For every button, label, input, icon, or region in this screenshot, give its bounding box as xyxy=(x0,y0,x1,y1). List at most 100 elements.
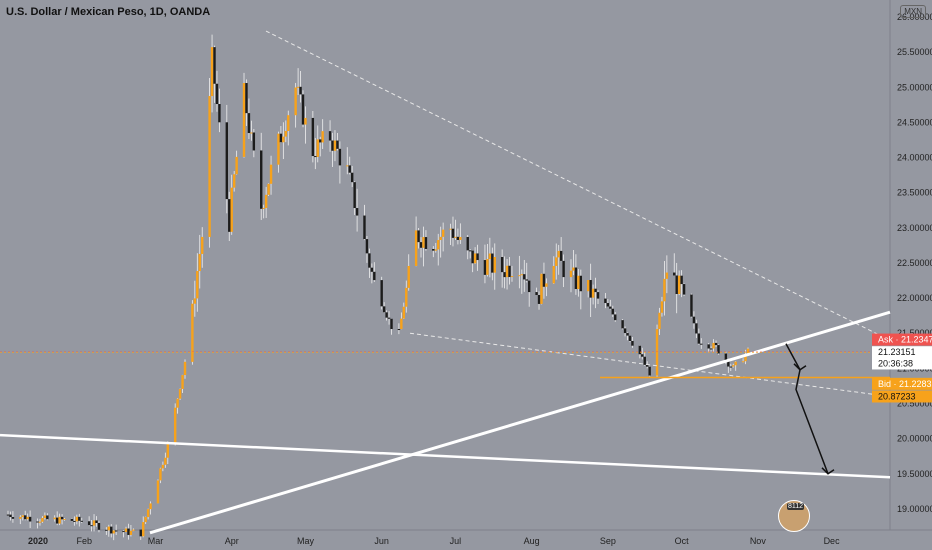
candle-body xyxy=(569,270,573,278)
candle-body xyxy=(476,253,479,261)
candle-body xyxy=(252,132,256,151)
candle-body xyxy=(149,503,152,510)
bid-price-label-bg xyxy=(872,377,932,390)
candle-body xyxy=(368,253,371,268)
candle-body xyxy=(6,514,10,516)
candle-body xyxy=(232,174,236,188)
y-tick-label: 22.50000 xyxy=(897,258,932,268)
candle-body xyxy=(729,366,732,368)
candle-body xyxy=(682,284,686,295)
candle-body xyxy=(122,531,125,533)
candle-body xyxy=(594,288,597,293)
candle-body xyxy=(110,526,113,534)
x-tick-label: Oct xyxy=(675,536,690,546)
candle-body xyxy=(579,275,583,292)
candle-body xyxy=(38,521,42,523)
candle-body xyxy=(451,228,455,238)
candle-body xyxy=(611,308,614,315)
candle-body xyxy=(319,139,322,143)
candle-body xyxy=(486,259,489,275)
x-tick-label: 2020 xyxy=(28,536,48,546)
candle-body xyxy=(466,237,469,251)
bid-price-label: Bid · 21.22832 xyxy=(878,379,932,389)
last-price-label: 21.23151 xyxy=(878,347,916,357)
price-axis xyxy=(890,0,932,530)
candle-body xyxy=(350,172,354,183)
candle-body xyxy=(572,267,575,271)
candle-body xyxy=(338,148,342,166)
candle-body xyxy=(331,140,334,151)
candle-body xyxy=(520,274,524,276)
candle-body xyxy=(712,342,715,349)
candle-body xyxy=(697,333,701,344)
level-price-label-bg xyxy=(872,390,932,403)
candle-body xyxy=(417,230,420,243)
candle-body xyxy=(405,287,408,307)
candle-body xyxy=(144,517,147,523)
candle-body xyxy=(459,237,462,240)
candle-body xyxy=(284,131,288,137)
candle-body xyxy=(328,131,332,141)
candle-body xyxy=(36,521,39,523)
candle-body xyxy=(525,279,528,281)
candle-body xyxy=(400,318,403,330)
candle-body xyxy=(491,253,494,273)
candle-body xyxy=(677,275,681,294)
candle-body xyxy=(414,230,418,266)
candle-body xyxy=(488,253,492,260)
candle-body xyxy=(245,83,248,114)
candle-body xyxy=(142,522,145,537)
candle-body xyxy=(355,208,359,216)
candle-body xyxy=(53,517,56,520)
candle-body xyxy=(132,529,135,531)
candle-body xyxy=(623,328,627,334)
candle-body xyxy=(370,267,374,272)
candle-body xyxy=(139,529,142,537)
candle-body xyxy=(557,250,560,258)
candle-body xyxy=(176,398,179,408)
candle-body xyxy=(225,122,229,200)
x-tick-label: Nov xyxy=(750,536,767,546)
y-tick-label: 19.50000 xyxy=(897,469,932,479)
candle-body xyxy=(663,278,666,302)
candle-body xyxy=(537,294,541,304)
candle-body xyxy=(449,228,452,230)
candle-body xyxy=(645,364,649,367)
candle-body xyxy=(724,353,728,361)
candle-body xyxy=(333,140,337,151)
candle-body xyxy=(215,83,219,105)
x-tick-label: Jun xyxy=(374,536,389,546)
candle-body xyxy=(473,253,477,264)
candle-body xyxy=(55,517,59,524)
candle-body xyxy=(201,236,204,254)
candle-body xyxy=(500,257,504,273)
ask-price-label: Ask · 21.23470 xyxy=(878,335,932,345)
candle-body xyxy=(424,237,428,249)
candle-body xyxy=(161,464,165,469)
y-tick-label: 24.00000 xyxy=(897,153,932,163)
candle-body xyxy=(454,236,457,238)
candle-body xyxy=(434,249,437,251)
candle-body xyxy=(41,518,44,522)
candle-body xyxy=(483,260,487,275)
candle-body xyxy=(385,312,388,318)
candle-body xyxy=(363,215,366,240)
candle-body xyxy=(365,239,369,254)
candle-body xyxy=(43,515,47,519)
tradingview-logo-icon: 8112 xyxy=(778,500,810,532)
candle-body xyxy=(156,480,160,504)
candle-body xyxy=(518,275,521,277)
candle-body xyxy=(183,361,187,376)
y-tick-label: 25.50000 xyxy=(897,47,932,57)
chart-title: U.S. Dollar / Mexican Peso, 1D, OANDA xyxy=(6,6,211,18)
candle-body xyxy=(353,182,356,209)
candle-body xyxy=(397,329,401,331)
candle-body xyxy=(503,272,506,278)
candle-body xyxy=(402,306,406,319)
candle-body xyxy=(279,133,283,143)
arrow-head-icon xyxy=(821,467,835,475)
candle-body xyxy=(11,517,15,519)
candle-body xyxy=(382,306,386,313)
currency-badge[interactable]: MXN xyxy=(900,5,926,18)
